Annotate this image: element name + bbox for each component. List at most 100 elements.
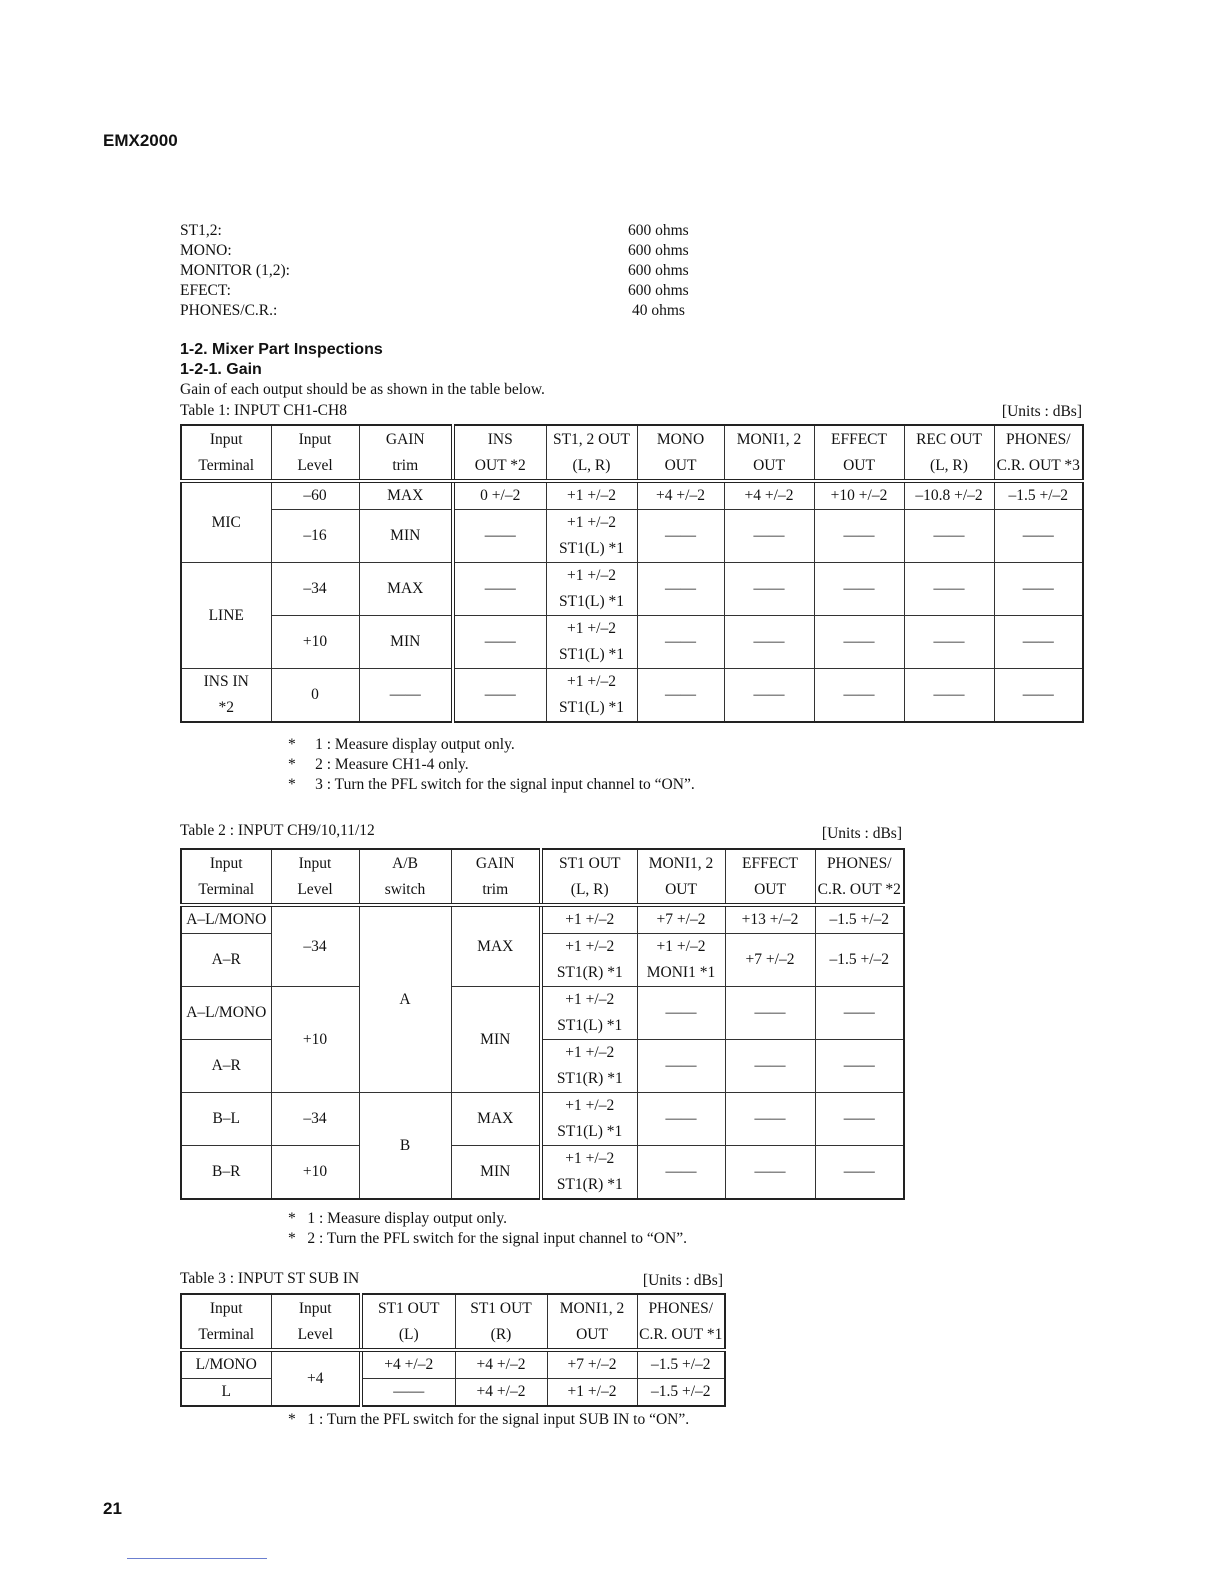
- table3-caption: Table 3 : INPUT ST SUB IN: [180, 1270, 360, 1287]
- table-row: +10 MIN —— +1 +/–2 ST1(L) *1 —— —— —— —— ——: [181, 615, 1084, 669]
- table-row: A–L/MONO +10 MIN +1 +/–2 ST1(L) *1 —— —— ——: [180, 986, 905, 1093]
- column-header: EFFECT OUT: [813, 424, 905, 483]
- table-row: LINE –34 MAX —— +1 +/–2 ST1(L) *1 —— —— —— —— ——: [180, 562, 1084, 669]
- column-header: ST1, 2 OUT (L, R): [545, 424, 638, 483]
- table-cell: –16: [270, 509, 360, 563]
- table-cell: ——: [636, 668, 725, 723]
- table-cell: ——: [451, 615, 547, 669]
- table-cell: ——: [903, 562, 995, 616]
- table-cell: A–R: [180, 1039, 272, 1093]
- table-cell: –1.5 +/–2: [814, 904, 905, 934]
- table-cell: ——: [636, 509, 725, 563]
- table-cell: +7 +/–2: [546, 1349, 638, 1379]
- table-cell: ——: [993, 562, 1084, 616]
- footnote: * 1 : Turn the PFL switch for the signal…: [288, 1411, 690, 1428]
- table2-caption: Table 2 : INPUT CH9/10,11/12: [180, 822, 375, 839]
- table-cell: ——: [636, 615, 725, 669]
- footnote: * 1 : Measure display output only.: [288, 1210, 507, 1227]
- table-cell: +1 +/–2: [546, 1378, 638, 1407]
- table-cell: ——: [724, 1039, 816, 1093]
- column-header: ST1 OUT (L): [359, 1293, 456, 1352]
- table-cell: ——: [723, 509, 815, 563]
- table-cell: ——: [903, 615, 995, 669]
- table-row: B–L –34 B MAX +1 +/–2 ST1(L) *1 —— —— ——: [180, 1092, 905, 1200]
- table-cell: ——: [903, 668, 995, 723]
- column-header: A/B switch: [358, 848, 452, 907]
- column-header: MONI1, 2 OUT: [723, 424, 815, 483]
- table-cell: MIC: [180, 480, 272, 563]
- column-header: GAIN trim: [358, 424, 454, 483]
- impedance-value: 40 ohms: [632, 302, 685, 319]
- table-cell: +1 +/–2 ST1(L) *1: [545, 615, 638, 669]
- table-cell: ——: [636, 562, 725, 616]
- table-cell: ——: [358, 668, 454, 723]
- table-cell: B–L: [180, 1092, 272, 1146]
- impedance-label: MONITOR (1,2):: [180, 262, 290, 279]
- table-cell: ——: [813, 509, 905, 563]
- table-cell: –1.5 +/–2: [814, 933, 905, 987]
- column-header: PHONES/ C.R. OUT *1: [636, 1293, 726, 1352]
- table-cell: LINE: [180, 562, 272, 669]
- column-header: Input Level: [270, 424, 360, 483]
- column-header: MONO OUT: [636, 424, 725, 483]
- divider-line: [127, 1558, 267, 1559]
- table-cell: ——: [813, 668, 905, 723]
- table-cell: +1 +/–2 ST1(L) *1: [545, 668, 638, 723]
- table-cell: ——: [724, 1092, 816, 1146]
- table-cell: ——: [724, 986, 816, 1040]
- table-cell: +4 +/–2: [454, 1349, 548, 1379]
- table-cell: ——: [813, 615, 905, 669]
- table-cell: ——: [993, 668, 1084, 723]
- table-cell: ——: [359, 1378, 456, 1407]
- table-cell: –60: [270, 480, 360, 510]
- table-cell: MAX: [450, 904, 542, 987]
- column-header: ST1 OUT (L, R): [539, 848, 638, 907]
- impedance-label: EFECT:: [180, 282, 231, 299]
- table-cell: B–R: [180, 1145, 272, 1200]
- footnote: * 1 : Measure display output only.: [288, 736, 515, 753]
- table-cell: A: [358, 904, 452, 1093]
- table-row: A–R +1 +/–2 ST1(R) *1 —— —— ——: [180, 1039, 905, 1093]
- table-cell: ——: [636, 986, 726, 1040]
- table-cell: ——: [993, 509, 1084, 563]
- table-cell: ——: [724, 1145, 816, 1200]
- column-header: MONI1, 2 OUT: [546, 1293, 638, 1352]
- table-cell: ——: [451, 562, 547, 616]
- table-cell: 0: [270, 668, 360, 723]
- table3: Input Terminal Input Level ST1 OUT (L) ST1 …: [180, 1293, 726, 1407]
- table-cell: –1.5 +/–2: [636, 1378, 726, 1407]
- table-cell: +1 +/–2 ST1(R) *1: [539, 1145, 638, 1200]
- table-cell: ——: [636, 1039, 726, 1093]
- table-row: MIC –60 MAX 0 +/–2 +1 +/–2 +4 +/–2 +4 +/–2 +10 …: [180, 480, 1084, 563]
- table-row: L —— +4 +/–2 +1 +/–2 –1.5 +/–2: [180, 1378, 726, 1407]
- table-cell: ——: [723, 562, 815, 616]
- column-header: Input Level: [270, 1293, 362, 1352]
- table-cell: ——: [993, 615, 1084, 669]
- table-cell: +4 +/–2: [723, 480, 815, 510]
- table-cell: MIN: [450, 986, 542, 1093]
- impedance-label: ST1,2:: [180, 222, 222, 239]
- table-cell: +10: [270, 986, 360, 1093]
- table-cell: ——: [636, 1145, 726, 1200]
- table1-units: [Units : dBs]: [1001, 403, 1082, 420]
- page-number: 21: [103, 1499, 122, 1518]
- column-header: EFFECT OUT: [724, 848, 816, 907]
- section-heading: 1-2. Mixer Part Inspections: [180, 341, 383, 358]
- table-cell: +1 +/–2 ST1(L) *1: [545, 562, 638, 616]
- column-header: ST1 OUT (R): [454, 1293, 548, 1352]
- table-cell: ——: [814, 1039, 905, 1093]
- table-cell: MAX: [358, 562, 454, 616]
- impedance-label: PHONES/C.R.:: [180, 302, 278, 319]
- table-row: L/MONO +4 +4 +/–2 +4 +/–2 +7 +/–2 –1.5 +/–2: [180, 1349, 726, 1407]
- table-cell: +10: [270, 1145, 360, 1200]
- table-cell: A–R: [180, 933, 272, 987]
- table-row: A–L/MONO –34 A MAX +1 +/–2 +7 +/–2 +13 +/–2 –1.…: [180, 904, 905, 1093]
- footnote: * 2 : Turn the PFL switch for the signal…: [288, 1230, 687, 1247]
- table-cell: ——: [451, 668, 547, 723]
- table-cell: 0 +/–2: [451, 480, 547, 510]
- table-cell: –10.8 +/–2: [903, 480, 995, 510]
- table2-units: [Units : dBs]: [821, 825, 902, 842]
- column-header: MONI1, 2 OUT: [636, 848, 726, 907]
- table-cell: +4: [270, 1349, 362, 1407]
- table-cell: –34: [270, 1092, 360, 1146]
